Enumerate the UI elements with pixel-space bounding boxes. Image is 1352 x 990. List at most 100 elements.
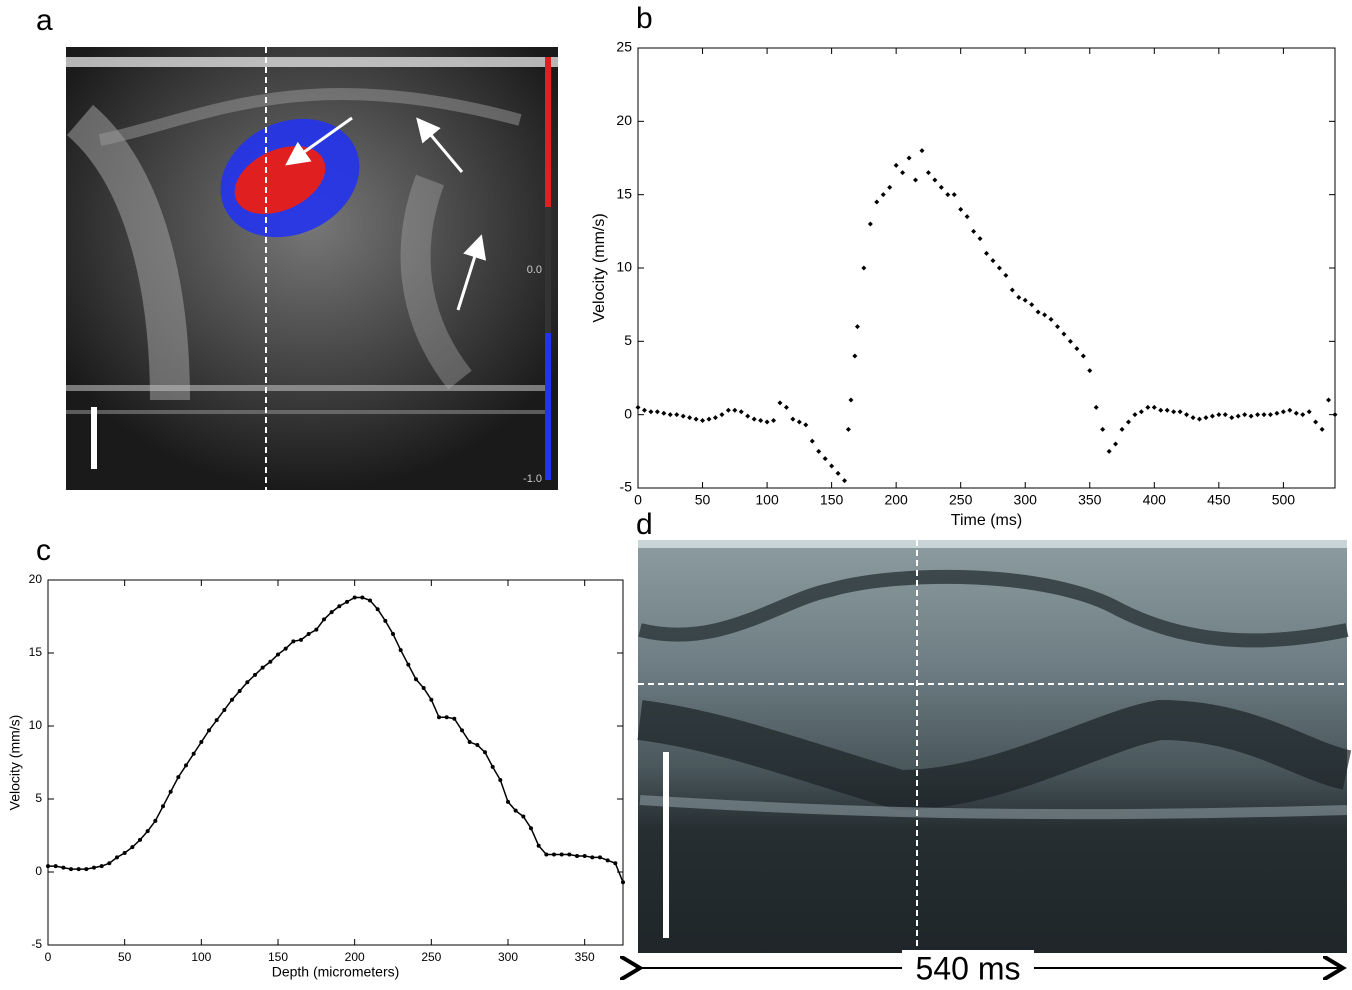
point: [467, 740, 472, 745]
point: [854, 324, 860, 330]
point: [1022, 297, 1028, 303]
point: [913, 177, 919, 183]
point: [771, 418, 777, 424]
point: [1235, 413, 1241, 419]
point: [130, 845, 135, 850]
point: [1326, 397, 1332, 403]
x-axis-label: Time (ms): [951, 512, 1022, 529]
point: [1190, 415, 1196, 421]
point: [1293, 410, 1299, 416]
point: [796, 419, 802, 425]
y-tick-label: 5: [624, 332, 632, 348]
point: [674, 412, 680, 418]
point: [360, 595, 365, 600]
point: [990, 258, 996, 264]
x-tick-label: 200: [345, 950, 365, 964]
point: [842, 478, 848, 484]
point: [777, 400, 783, 406]
y-axis-label: Velocity (mm/s): [591, 213, 608, 322]
point: [429, 697, 434, 702]
panel-label: a: [36, 4, 53, 37]
point: [621, 880, 625, 885]
x-tick-label: 300: [1014, 492, 1038, 508]
point: [483, 750, 487, 755]
point: [421, 686, 426, 691]
x-tick-label: 400: [1143, 492, 1167, 508]
point: [693, 416, 699, 422]
point: [260, 665, 265, 670]
y-tick-label: 5: [35, 791, 42, 805]
point: [322, 617, 326, 622]
point: [706, 416, 712, 422]
point: [1319, 426, 1325, 432]
point: [161, 804, 165, 809]
point: [900, 170, 906, 176]
x-tick-label: 350: [1078, 492, 1102, 508]
point: [1119, 426, 1125, 432]
point: [758, 418, 764, 424]
point: [53, 864, 58, 869]
x-tick-label: 0: [634, 492, 642, 508]
x-tick-label: 200: [884, 492, 908, 508]
y-tick-label: 25: [616, 39, 632, 55]
point: [329, 610, 334, 615]
point: [375, 607, 380, 612]
point: [1151, 404, 1157, 410]
point: [69, 867, 73, 872]
point: [1216, 412, 1222, 418]
point: [414, 677, 418, 682]
point: [874, 199, 880, 205]
point: [529, 826, 533, 831]
point: [1300, 412, 1306, 418]
point: [1255, 412, 1261, 418]
point: [1016, 294, 1022, 300]
point: [745, 413, 751, 419]
y-tick-label: 0: [624, 405, 632, 421]
x-tick-label: 100: [755, 492, 779, 508]
point: [1280, 409, 1286, 415]
point: [1067, 338, 1073, 344]
x-axis-label: Depth (micrometers): [272, 964, 400, 980]
point: [951, 192, 957, 198]
line: [48, 596, 624, 883]
panel-label: d: [636, 508, 653, 541]
point: [153, 818, 158, 823]
x-tick-label: 100: [191, 950, 211, 964]
y-tick-label: 20: [29, 572, 43, 586]
point: [971, 228, 977, 234]
plot-frame: [637, 47, 1336, 489]
point: [1332, 412, 1338, 418]
point: [314, 627, 319, 632]
y-tick-label: 15: [616, 185, 632, 201]
point: [1138, 409, 1144, 415]
point: [345, 599, 349, 604]
point: [1267, 412, 1273, 418]
point: [115, 855, 119, 860]
point: [253, 672, 257, 677]
point: [383, 618, 388, 623]
point: [521, 814, 526, 819]
point: [977, 236, 983, 242]
point: [84, 867, 89, 872]
point: [498, 778, 503, 783]
point: [1132, 412, 1138, 418]
point: [809, 438, 815, 444]
point: [829, 463, 835, 469]
y-tick-label: -5: [620, 479, 633, 495]
point: [880, 192, 886, 198]
point: [964, 214, 970, 220]
colorbar-label: -1.0: [523, 473, 542, 485]
point: [337, 604, 342, 609]
point: [1042, 312, 1048, 318]
point: [1080, 353, 1086, 359]
point: [99, 864, 104, 869]
point: [641, 407, 647, 413]
point: [661, 410, 667, 416]
point: [437, 715, 441, 720]
point: [1003, 272, 1009, 278]
point: [1164, 407, 1170, 413]
point: [391, 632, 395, 637]
point: [783, 404, 789, 410]
point: [107, 861, 112, 866]
